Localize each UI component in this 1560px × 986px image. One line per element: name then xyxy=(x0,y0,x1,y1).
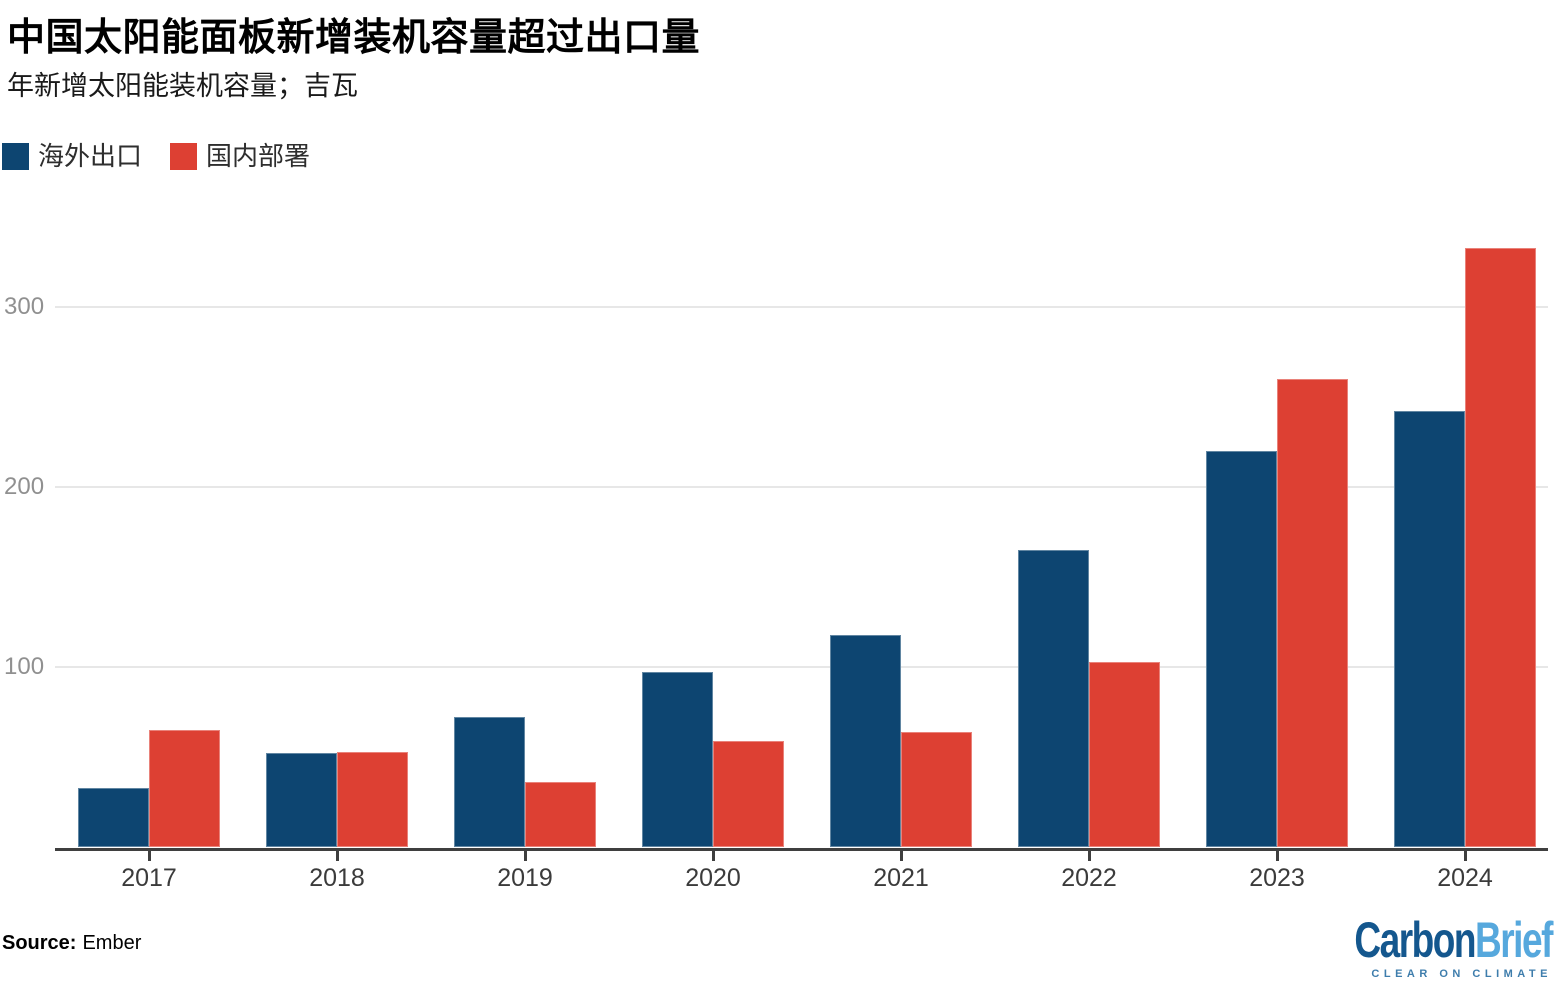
logo-brief-text: Brief xyxy=(1475,912,1553,968)
legend-item-overseas-exports: 海外出口 xyxy=(2,143,142,170)
legend-label-overseas-exports: 海外出口 xyxy=(38,141,143,171)
chart-subtitle: 年新增太阳能装机容量；吉瓦 xyxy=(7,71,358,101)
bar-overseas-exports-2024 xyxy=(1394,411,1465,847)
bar-domestic-deployment-2023 xyxy=(1277,379,1348,847)
x-axis-tick-2020 xyxy=(712,848,715,861)
chart-legend: 海外出口 国内部署 xyxy=(2,143,338,170)
carbonbrief-logo: CarbonBrief CLEAR ON CLIMATE xyxy=(1285,912,1553,980)
source-label: Source: xyxy=(2,932,77,954)
x-axis-tick-2022 xyxy=(1088,848,1091,861)
bar-domestic-deployment-2017 xyxy=(149,730,220,847)
carbonbrief-logo-wordmark: CarbonBrief xyxy=(1354,912,1553,968)
x-axis-tick-2023 xyxy=(1276,848,1279,861)
gridline-300 xyxy=(55,306,1548,308)
logo-tagline: CLEAR ON CLIMATE xyxy=(1371,968,1552,980)
x-axis-label-2022: 2022 xyxy=(1061,864,1117,892)
y-axis-label-300: 300 xyxy=(4,293,45,320)
x-axis-line xyxy=(55,848,1548,851)
x-axis-tick-2019 xyxy=(524,848,527,861)
legend-item-domestic-deployment: 国内部署 xyxy=(170,143,310,170)
bar-domestic-deployment-2024 xyxy=(1465,248,1536,847)
legend-label-domestic-deployment: 国内部署 xyxy=(206,141,311,171)
x-axis-tick-2018 xyxy=(336,848,339,861)
bar-domestic-deployment-2021 xyxy=(901,732,972,847)
y-axis-label-200: 200 xyxy=(4,473,45,500)
x-axis-label-2021: 2021 xyxy=(873,864,929,892)
x-axis-label-2024: 2024 xyxy=(1437,864,1493,892)
bar-overseas-exports-2022 xyxy=(1018,550,1089,847)
bar-domestic-deployment-2019 xyxy=(525,782,596,847)
legend-swatch-domestic-deployment xyxy=(170,143,198,170)
source-value: Ember xyxy=(82,932,142,954)
bar-domestic-deployment-2020 xyxy=(713,741,784,847)
x-axis-label-2019: 2019 xyxy=(497,864,553,892)
x-axis-tick-2017 xyxy=(148,848,151,861)
bar-overseas-exports-2020 xyxy=(642,672,713,847)
bar-domestic-deployment-2022 xyxy=(1089,662,1160,847)
legend-swatch-overseas-exports xyxy=(2,143,29,170)
bar-overseas-exports-2017 xyxy=(78,788,149,847)
x-axis-tick-2024 xyxy=(1464,848,1467,861)
bar-domestic-deployment-2018 xyxy=(337,752,408,847)
x-axis-label-2020: 2020 xyxy=(685,864,741,892)
bar-overseas-exports-2023 xyxy=(1206,451,1277,847)
bar-overseas-exports-2019 xyxy=(454,717,525,847)
logo-carbon-text: Carbon xyxy=(1354,912,1476,968)
source-line: Source: Ember xyxy=(2,932,141,955)
x-axis-tick-2021 xyxy=(900,848,903,861)
gridline-100 xyxy=(55,666,1548,668)
gridline-200 xyxy=(55,486,1548,488)
x-axis-label-2017: 2017 xyxy=(121,864,177,892)
x-axis-label-2018: 2018 xyxy=(309,864,365,892)
bar-overseas-exports-2018 xyxy=(266,753,337,847)
x-axis-label-2023: 2023 xyxy=(1249,864,1305,892)
bar-overseas-exports-2021 xyxy=(830,635,901,847)
y-axis-label-100: 100 xyxy=(4,653,45,680)
chart-title: 中国太阳能面板新增装机容量超过出口量 xyxy=(7,17,701,59)
